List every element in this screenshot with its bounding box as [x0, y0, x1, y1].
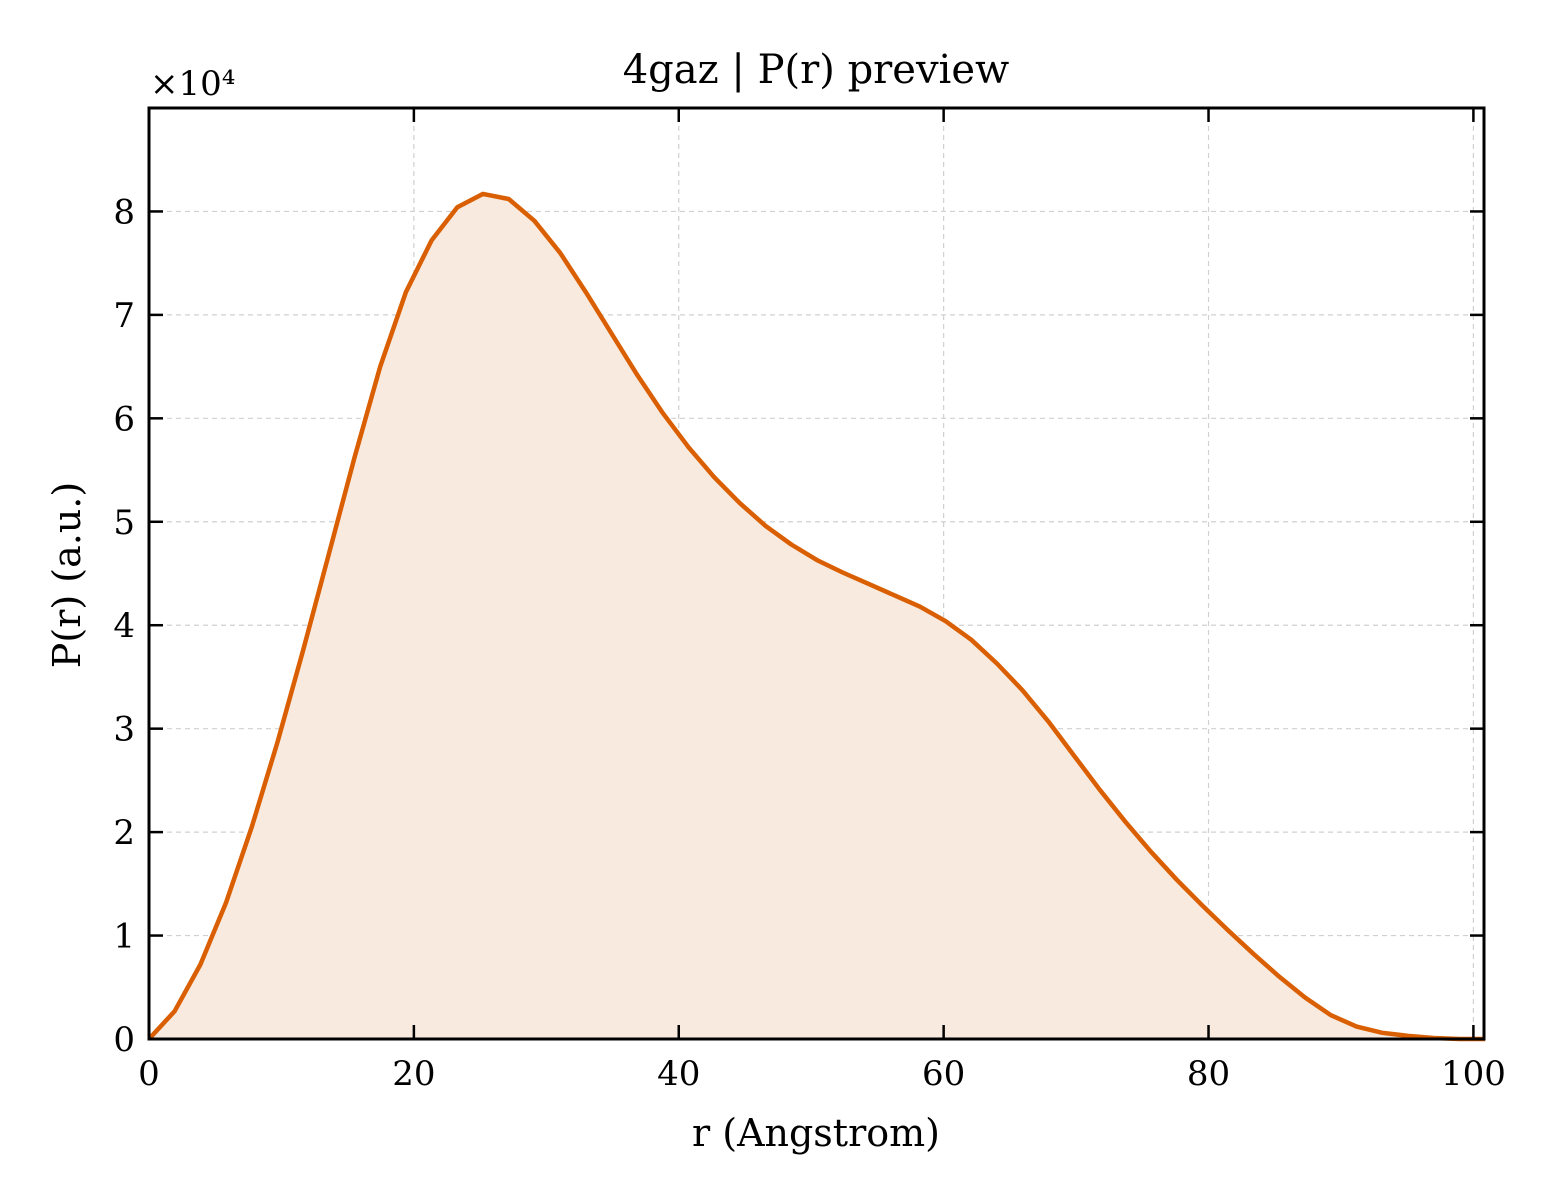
x-tick-label: 0: [138, 1054, 160, 1094]
y-multiplier-label: ×10⁴: [150, 64, 235, 104]
y-tick-label: 6: [113, 399, 135, 439]
chart-title: 4gaz | P(r) preview: [623, 47, 1010, 93]
y-tick-label: 5: [113, 503, 135, 543]
y-tick-label: 1: [113, 917, 135, 957]
y-tick-label: 7: [113, 296, 135, 336]
y-axis-label: P(r) (a.u.): [45, 482, 89, 668]
x-tick-label: 100: [1441, 1054, 1506, 1094]
x-tick-label: 60: [922, 1054, 965, 1094]
y-tick-label: 8: [113, 192, 135, 232]
pr-area-fill: [149, 193, 1486, 1039]
y-tick-label: 0: [113, 1020, 135, 1060]
plot-frame: [147, 106, 1486, 1041]
tick-labels: 0 20 40 60 80 100 0 1 2 3 4 5 6 7 8: [113, 192, 1505, 1094]
x-tick-label: 40: [657, 1054, 700, 1094]
x-axis-label: r (Angstrom): [692, 1111, 940, 1155]
pr-line: [147, 191, 1486, 1042]
y-tick-label: 2: [113, 813, 135, 853]
y-tick-label: 4: [113, 606, 135, 646]
y-tick-label: 3: [113, 710, 135, 750]
x-tick-label: 20: [392, 1054, 435, 1094]
x-tick-label: 80: [1187, 1054, 1230, 1094]
